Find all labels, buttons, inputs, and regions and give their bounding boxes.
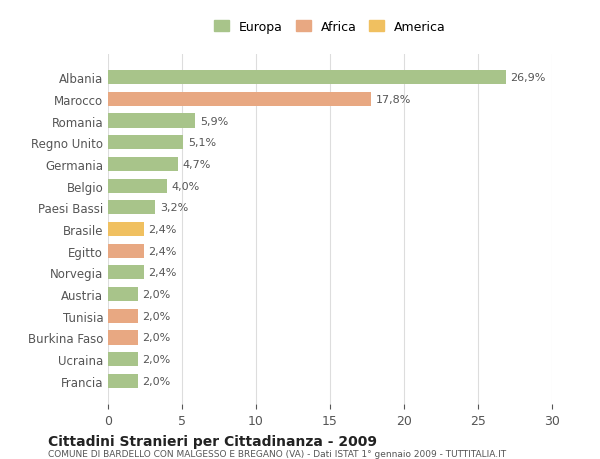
Bar <box>108 287 137 302</box>
Bar <box>108 136 184 150</box>
Text: 26,9%: 26,9% <box>511 73 546 83</box>
Text: 2,4%: 2,4% <box>148 246 176 256</box>
Text: COMUNE DI BARDELLO CON MALGESSO E BREGANO (VA) - Dati ISTAT 1° gennaio 2009 - TU: COMUNE DI BARDELLO CON MALGESSO E BREGAN… <box>48 449 506 458</box>
Text: 2,4%: 2,4% <box>148 268 176 278</box>
Text: 17,8%: 17,8% <box>376 95 411 105</box>
Bar <box>108 114 196 129</box>
Bar <box>108 179 167 193</box>
Bar <box>108 330 137 345</box>
Text: 2,0%: 2,0% <box>142 376 170 386</box>
Bar <box>108 223 143 236</box>
Text: 5,9%: 5,9% <box>200 116 228 126</box>
Text: 2,0%: 2,0% <box>142 333 170 343</box>
Bar <box>108 71 506 85</box>
Legend: Europa, Africa, America: Europa, Africa, America <box>209 16 451 39</box>
Text: 3,2%: 3,2% <box>160 203 188 213</box>
Bar <box>108 93 371 106</box>
Text: 2,0%: 2,0% <box>142 290 170 299</box>
Text: 2,4%: 2,4% <box>148 224 176 235</box>
Text: 2,0%: 2,0% <box>142 311 170 321</box>
Text: 4,7%: 4,7% <box>182 160 211 169</box>
Text: Cittadini Stranieri per Cittadinanza - 2009: Cittadini Stranieri per Cittadinanza - 2… <box>48 434 377 448</box>
Bar <box>108 244 143 258</box>
Bar <box>108 157 178 172</box>
Bar <box>108 374 137 388</box>
Bar <box>108 266 143 280</box>
Text: 4,0%: 4,0% <box>172 181 200 191</box>
Bar <box>108 201 155 215</box>
Bar <box>108 309 137 323</box>
Text: 2,0%: 2,0% <box>142 354 170 364</box>
Text: 5,1%: 5,1% <box>188 138 216 148</box>
Bar <box>108 353 137 366</box>
